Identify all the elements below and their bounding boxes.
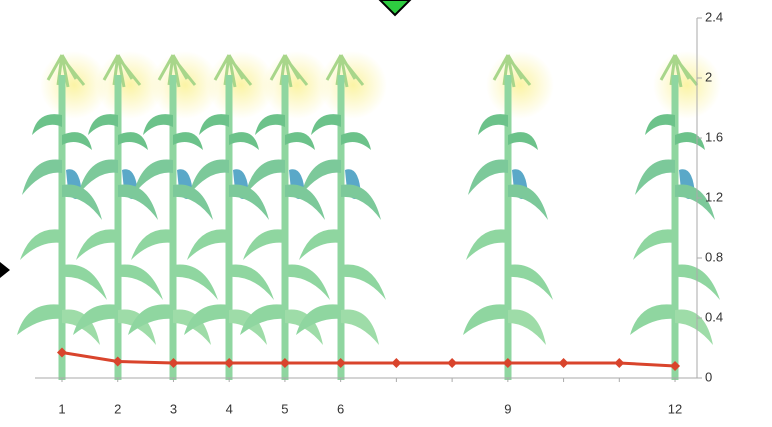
data-point	[447, 358, 457, 368]
x-tick-label: 12	[668, 401, 682, 416]
x-tick-label: 1	[58, 401, 65, 416]
y-tick-label: 2.4	[705, 9, 723, 24]
x-tick-label: 2	[114, 401, 121, 416]
y-tick-label: 0.8	[705, 249, 723, 264]
x-tick-label: 3	[170, 401, 177, 416]
data-point	[614, 358, 624, 368]
marker-diamond	[380, 0, 410, 15]
series-line	[62, 353, 675, 367]
y-tick-label: 0.4	[705, 309, 723, 324]
y-tick-label: 2	[705, 69, 712, 84]
x-tick-label: 5	[281, 401, 288, 416]
corn-plants	[17, 51, 721, 380]
arrow	[0, 262, 10, 278]
x-tick-label: 6	[337, 401, 344, 416]
data-point	[559, 358, 569, 368]
y-tick-label: 1.6	[705, 129, 723, 144]
x-tick-label: 9	[504, 401, 511, 416]
x-tick-label: 4	[226, 401, 233, 416]
data-point	[391, 358, 401, 368]
y-tick-label: 0	[705, 369, 712, 384]
y-tick-label: 1.2	[705, 189, 723, 204]
chart: 00.40.81.21.622.4123456912	[0, 0, 772, 427]
